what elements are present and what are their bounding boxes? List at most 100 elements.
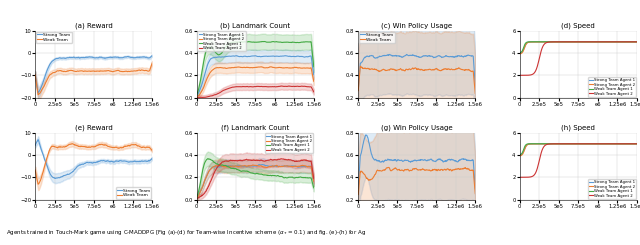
Weak Team Agent 2 — [563, 142, 570, 145]
Weak Team Agent 2 — [277, 85, 285, 87]
Weak Team — [78, 69, 86, 72]
Weak Team Agent 1 — [267, 41, 275, 44]
Weak Team Agent 1 — [554, 40, 562, 43]
Strong Team Agent 1 — [310, 73, 317, 76]
Line: Strong Team: Strong Team — [358, 54, 476, 90]
Strong Team Agent 1 — [310, 180, 317, 183]
Strong Team Agent 1 — [231, 55, 239, 58]
Title: (b) Landmark Count: (b) Landmark Count — [220, 23, 291, 29]
Line: Strong Team Agent 2: Strong Team Agent 2 — [520, 42, 637, 54]
Strong Team — [393, 160, 401, 163]
Strong Team Agent 2 — [267, 65, 275, 68]
Strong Team Agent 1 — [530, 40, 538, 43]
Text: Agents trained in Touch-Mark game using C-MADDPG [Fig (a)-(d) for Team-wise Ince: Agents trained in Touch-Mark game using … — [6, 228, 367, 237]
Line: Weak Team Agent 1: Weak Team Agent 1 — [196, 159, 314, 197]
Weak Team Agent 2 — [310, 90, 317, 93]
Weak Team Agent 2 — [633, 40, 640, 43]
Weak Team Agent 1 — [193, 93, 200, 96]
Weak Team — [31, 169, 39, 171]
Weak Team — [68, 142, 76, 145]
Weak Team — [472, 192, 479, 195]
Weak Team Agent 1 — [278, 41, 285, 44]
Strong Team Agent 2 — [310, 180, 317, 183]
Strong Team — [51, 177, 59, 180]
Weak Team — [439, 169, 447, 172]
Strong Team Agent 1 — [516, 153, 524, 156]
Strong Team — [362, 134, 370, 136]
Weak Team — [393, 168, 401, 171]
Weak Team Agent 1 — [554, 142, 562, 145]
Weak Team Agent 1 — [633, 40, 640, 43]
Strong Team Agent 1 — [590, 40, 598, 43]
Strong Team Agent 1 — [530, 142, 538, 145]
Strong Team — [472, 85, 479, 87]
Strong Team Agent 2 — [231, 66, 239, 69]
Weak Team — [393, 69, 401, 72]
Line: Weak Team Agent 2: Weak Team Agent 2 — [520, 144, 637, 177]
Weak Team Agent 1 — [260, 40, 268, 43]
Weak Team Agent 1 — [193, 196, 200, 199]
Weak Team Agent 1 — [590, 142, 598, 145]
Weak Team Agent 1 — [563, 40, 570, 43]
Strong Team — [106, 160, 113, 163]
Weak Team Agent 2 — [193, 96, 201, 99]
Strong Team — [472, 187, 479, 190]
Strong Team Agent 1 — [278, 165, 286, 168]
Strong Team Agent 1 — [633, 40, 640, 43]
Strong Team Agent 1 — [193, 94, 200, 97]
Legend: Strong Team Agent 1, Strong Team Agent 2, Weak Team Agent 1, Weak Team Agent 2: Strong Team Agent 1, Strong Team Agent 2… — [588, 77, 636, 97]
Strong Team Agent 1 — [239, 55, 247, 58]
Weak Team Agent 2 — [231, 159, 239, 162]
Line: Weak Team: Weak Team — [358, 167, 476, 195]
Line: Strong Team Agent 1: Strong Team Agent 1 — [196, 56, 314, 96]
Strong Team Agent 2 — [207, 70, 214, 73]
Weak Team Agent 2 — [277, 157, 285, 160]
Strong Team — [148, 157, 156, 159]
Weak Team Agent 2 — [231, 86, 239, 88]
Strong Team Agent 2 — [207, 168, 214, 171]
Strong Team — [428, 55, 436, 58]
Strong Team — [35, 91, 42, 94]
Weak Team — [106, 145, 113, 148]
Strong Team — [369, 54, 376, 57]
Weak Team Agent 1 — [207, 159, 215, 161]
Strong Team Agent 1 — [278, 165, 285, 168]
Line: Weak Team Agent 1: Weak Team Agent 1 — [196, 41, 314, 94]
Line: Weak Team: Weak Team — [35, 144, 152, 184]
Weak Team Agent 2 — [193, 197, 200, 200]
Weak Team Agent 2 — [589, 40, 597, 43]
Strong Team — [116, 56, 124, 59]
Strong Team — [78, 163, 86, 166]
Strong Team Agent 1 — [563, 40, 570, 43]
Weak Team — [385, 166, 392, 169]
Weak Team — [355, 193, 362, 196]
Strong Team — [31, 144, 39, 147]
Strong Team Agent 2 — [633, 41, 640, 44]
Strong Team Agent 1 — [563, 142, 570, 145]
Weak Team — [117, 146, 125, 149]
Title: (a) Reward: (a) Reward — [75, 23, 113, 29]
Weak Team Agent 2 — [278, 158, 286, 160]
Strong Team Agent 2 — [633, 143, 640, 146]
Weak Team Agent 1 — [590, 40, 598, 43]
Weak Team — [116, 70, 124, 73]
Weak Team Agent 2 — [278, 85, 285, 87]
Weak Team — [35, 93, 42, 96]
Strong Team — [78, 56, 86, 59]
Title: (c) Win Policy Usage: (c) Win Policy Usage — [381, 23, 452, 29]
Strong Team — [440, 160, 447, 163]
Weak Team Agent 2 — [605, 40, 612, 43]
Weak Team — [428, 169, 436, 172]
Weak Team Agent 1 — [278, 175, 286, 178]
Strong Team Agent 2 — [278, 165, 285, 168]
Weak Team — [35, 183, 42, 186]
Strong Team Agent 2 — [530, 143, 538, 146]
Strong Team Agent 1 — [278, 55, 285, 58]
Strong Team Agent 1 — [239, 165, 247, 168]
Strong Team — [35, 138, 42, 141]
Weak Team Agent 2 — [516, 176, 524, 179]
Weak Team Agent 2 — [310, 177, 317, 180]
Weak Team Agent 2 — [554, 40, 562, 43]
Weak Team Agent 1 — [231, 41, 239, 44]
Weak Team Agent 2 — [239, 85, 247, 88]
